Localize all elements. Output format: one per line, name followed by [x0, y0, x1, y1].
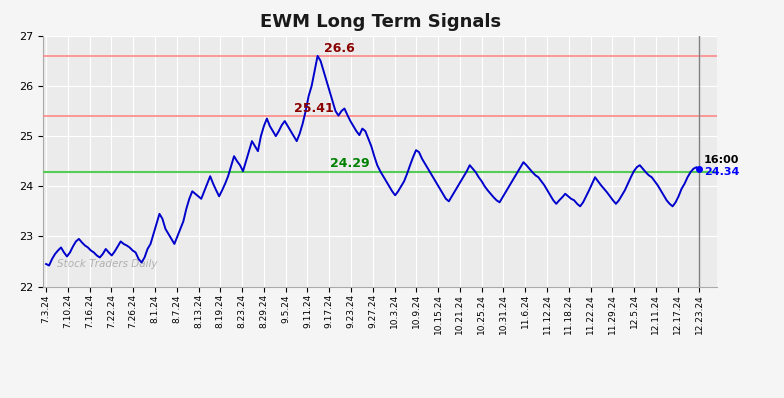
Text: 26.6: 26.6 — [324, 42, 354, 55]
Text: 16:00: 16:00 — [704, 155, 739, 165]
Text: 24.29: 24.29 — [329, 157, 369, 170]
Text: 25.41: 25.41 — [294, 101, 333, 115]
Title: EWM Long Term Signals: EWM Long Term Signals — [260, 14, 501, 31]
Text: Stock Traders Daily: Stock Traders Daily — [56, 259, 157, 269]
Text: 24.34: 24.34 — [704, 167, 739, 177]
